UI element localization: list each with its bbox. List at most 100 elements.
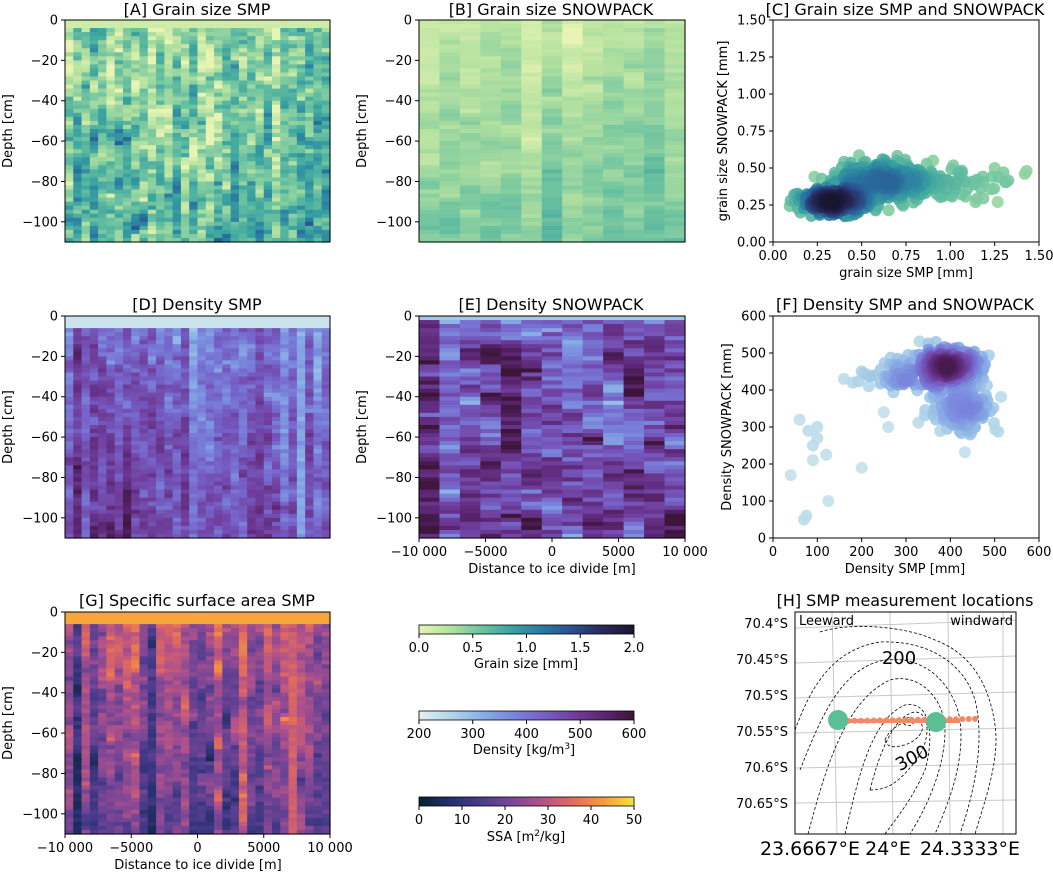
heatmap-cell [230, 356, 240, 361]
heatmap-cell [139, 529, 149, 535]
heatmap-cell [255, 88, 265, 94]
heatmap-cell [296, 225, 306, 231]
heatmap-cell [214, 177, 223, 183]
heatmap-cell [89, 173, 99, 179]
heatmap-cell [131, 197, 141, 203]
heatmap-cell [230, 88, 240, 94]
heatmap-cell [272, 424, 281, 430]
heatmap-cell [139, 408, 149, 414]
heatmap-cell [73, 437, 83, 442]
heatmap-cell [521, 213, 543, 219]
heatmap-cell [156, 185, 165, 191]
heatmap-cell [98, 521, 108, 527]
heatmap-cell [623, 217, 645, 223]
heatmap-cell [114, 324, 124, 329]
heatmap-cell [180, 137, 190, 142]
heatmap-cell [321, 40, 331, 45]
heatmap-cell [255, 112, 265, 118]
heatmap-cell [313, 72, 323, 78]
heatmap-cell [197, 108, 207, 114]
heatmap-cell [541, 177, 563, 183]
heatmap-cell [89, 457, 99, 462]
heatmap-cell [164, 453, 174, 458]
heatmap-cell [263, 501, 273, 507]
heatmap-cell [664, 193, 686, 199]
heatmap-cell [189, 420, 199, 426]
heatmap-cell [172, 497, 182, 503]
heatmap-cell [500, 72, 522, 78]
heatmap-cell [419, 120, 441, 126]
heatmap-cell [247, 416, 257, 422]
heatmap-cell [164, 493, 174, 499]
heatmap-cell [500, 36, 522, 41]
heatmap-cell [263, 320, 273, 325]
heatmap-cell [480, 193, 502, 199]
heatmap-cell [131, 332, 141, 337]
heatmap-cell [305, 344, 315, 349]
heatmap-cell [214, 56, 223, 61]
heatmap-cell [541, 189, 563, 195]
heatmap-cell [172, 525, 182, 531]
heatmap-cell [280, 509, 290, 515]
heatmap-cell [313, 88, 323, 94]
heatmap-cell [288, 165, 298, 170]
heatmap-cell [81, 161, 91, 166]
heatmap-cell [238, 181, 248, 187]
heatmap-cell [288, 120, 298, 126]
heatmap-cell [238, 128, 248, 134]
heatmap-cell [172, 457, 182, 462]
heatmap-cell [288, 112, 298, 118]
heatmap-cell [313, 364, 323, 370]
heatmap-cell [419, 72, 441, 78]
heatmap-cell [131, 72, 141, 78]
heatmap-cell [230, 489, 240, 495]
heatmap-cell [238, 400, 248, 406]
heatmap-cell [164, 84, 174, 90]
heatmap-cell [164, 40, 174, 45]
heatmap-cell [197, 328, 207, 333]
heatmap-cell [272, 56, 281, 61]
heatmap-cell [222, 449, 232, 454]
heatmap-cell [280, 233, 290, 239]
heatmap-cell [106, 416, 116, 422]
heatmap-cell [439, 185, 461, 191]
heatmap-cell [164, 72, 174, 78]
heatmap-cell [180, 445, 190, 450]
heatmap-cell [180, 229, 190, 235]
heatmap-cell [65, 76, 74, 82]
heatmap-cell [439, 437, 461, 442]
heatmap-cell [305, 380, 315, 386]
heatmap-cell [313, 189, 323, 195]
heatmap-cell [280, 485, 290, 491]
heatmap-cell [114, 92, 124, 98]
heatmap-cell [582, 149, 604, 154]
heatmap-cell [313, 153, 323, 158]
heatmap-cell [288, 424, 298, 430]
heatmap-cell [238, 225, 248, 231]
heatmap-cell [582, 165, 604, 170]
heatmap-cell [305, 396, 315, 402]
heatmap-cell [582, 92, 604, 98]
heatmap-cell [205, 205, 215, 211]
heatmap-cell [280, 189, 290, 195]
heatmap-cell [197, 112, 207, 118]
heatmap-cell [247, 76, 257, 82]
heatmap-cell [280, 408, 290, 414]
heatmap-cell [189, 380, 199, 386]
heatmap-cell [73, 505, 83, 511]
heatmap-cell [114, 457, 124, 462]
heatmap-cell [147, 128, 157, 134]
heatmap-cell [459, 84, 481, 90]
heatmap-cell [172, 169, 182, 174]
heatmap-cell [480, 169, 502, 174]
heatmap-cell [180, 157, 190, 162]
heatmap-cell [73, 433, 83, 438]
heatmap-cell [305, 76, 315, 82]
heatmap-cell [313, 44, 323, 49]
heatmap-cell [280, 501, 290, 507]
heatmap-cell [81, 84, 91, 90]
heatmap-cell [122, 20, 132, 25]
heatmap-cell [189, 24, 199, 29]
heatmap-cell [189, 80, 199, 86]
heatmap-cell [89, 340, 99, 345]
